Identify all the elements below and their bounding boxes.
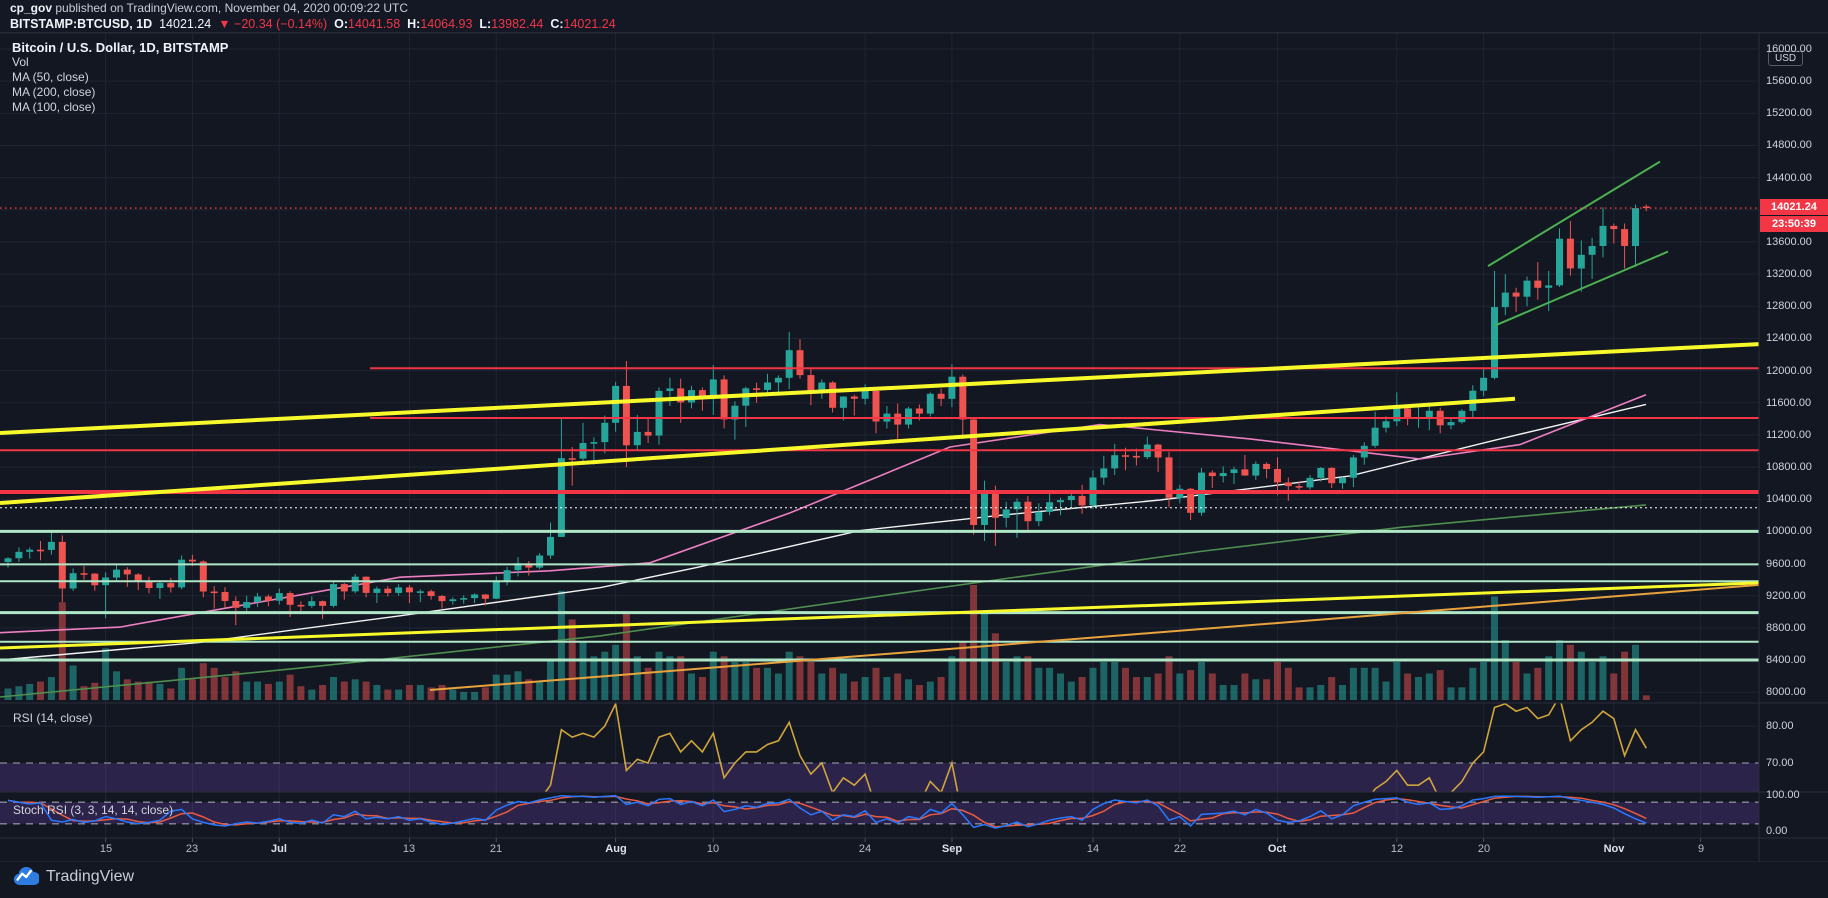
tradingview-wordmark: TradingView [46,868,135,885]
legend-title[interactable]: Bitcoin / U.S. Dollar, 1D, BITSTAMP [12,40,229,55]
price-tick: 11600.00 [1766,397,1812,409]
attribution-text: published on TradingView.com, November 0… [55,1,409,15]
rsi-tick: 80.00 [1766,720,1794,732]
legend-item-3[interactable]: MA (100, close) [12,100,96,114]
price-tick: 10400.00 [1766,493,1812,505]
tradingview-logo[interactable]: TradingView [12,867,134,887]
chart-legend[interactable]: Bitcoin / U.S. Dollar, 1D, BITSTAMP Vol M… [12,40,228,115]
time-tick-23: 23 [185,843,199,855]
time-tick-Sep: Sep [941,843,963,855]
direction-arrow-icon: ▼ [218,17,231,31]
open-label: O: [334,17,349,31]
stoch-tick: 0.00 [1766,825,1788,837]
stoch-pane [0,794,1759,829]
close-value: 14021.24 [563,17,616,31]
price-tick: 13600.00 [1766,236,1812,248]
price-tick: 8400.00 [1766,654,1806,666]
legend-item-0[interactable]: Vol [12,55,29,69]
time-tick-14: 14 [1086,843,1100,855]
price-tick: 16000.00 [1766,43,1812,55]
price-tick: 9600.00 [1766,558,1806,570]
price-tick: 15600.00 [1766,75,1812,87]
countdown-badge: 23:50:39 [1760,216,1828,232]
time-tick-13: 13 [402,843,416,855]
main-pane [0,160,1759,701]
rsi-pane [0,703,1759,792]
price-tick: 13200.00 [1766,268,1812,280]
symbol-title: BITSTAMP:BTCUSD, 1D [10,17,153,31]
ma-200-line [0,504,1647,698]
symbol-bar: BITSTAMP:BTCUSD, 1D 14021.24 ▼ −20.34 (−… [0,16,1828,33]
attribution-bar: cp_gov published on TradingView.com, Nov… [0,0,1828,16]
currency-badge: USD [1768,51,1804,66]
price-tick: 14800.00 [1766,139,1812,151]
rsi-line [544,703,1647,792]
high-label: H: [407,17,421,31]
price-badge: 14021.24 [1760,199,1828,215]
time-tick-Oct: Oct [1267,843,1287,855]
stoch-pane-label[interactable]: Stoch RSI (3, 3, 14, 14, close) [13,803,174,817]
stoch-k-line [7,794,1647,829]
time-tick-21: 21 [489,843,503,855]
author-name: cp_gov [10,1,53,15]
high-value: 14064.93 [420,17,473,31]
time-tick-20: 20 [1477,843,1491,855]
open-value: 14041.58 [348,17,401,31]
price-tick: 10800.00 [1766,461,1812,473]
time-tick-12: 12 [1390,843,1404,855]
time-tick-22: 22 [1173,843,1187,855]
stoch-tick: 100.00 [1766,789,1800,801]
rsi-pane-label[interactable]: RSI (14, close) [13,711,93,725]
price-tick: 12800.00 [1766,300,1812,312]
price-tick: 12400.00 [1766,332,1812,344]
time-tick-Nov: Nov [1603,843,1625,855]
price-tick: 15200.00 [1766,107,1812,119]
price-tick: 14400.00 [1766,172,1812,184]
legend-item-2[interactable]: MA (200, close) [12,85,96,99]
tradingview-cloud-icon [13,867,39,885]
price-axis[interactable]: USD 16000.00 15600.00 15200.00 14800.00 1440… [1760,33,1828,862]
time-axis[interactable]: 15 23 Jul 13 21 Aug 10 24 Sep 14 22 Oct 12 20 Nov 9 [0,840,1760,862]
rsi-tick: 70.00 [1766,757,1794,769]
price-tick: 9200.00 [1766,590,1806,602]
price-tick: 8000.00 [1766,686,1806,698]
time-tick-10: 10 [706,843,720,855]
price-tick: 8800.00 [1766,622,1806,634]
price-tick: 11200.00 [1766,429,1812,441]
low-label: L: [479,17,492,31]
price-tick: 10000.00 [1766,525,1812,537]
time-tick-Jul: Jul [271,843,287,855]
time-tick-15: 15 [99,843,113,855]
price-tick: 12000.00 [1766,365,1812,377]
close-label: C: [550,17,564,31]
stoch-d-line [7,795,1647,828]
time-tick-24: 24 [858,843,872,855]
low-value: 13982.44 [491,17,544,31]
last-price: 14021.24 [159,17,212,31]
legend-item-1[interactable]: MA (50, close) [12,70,89,84]
time-tick-9: 9 [1697,843,1705,855]
price-change: −20.34 (−0.14%) [234,17,328,31]
footer: TradingView [0,862,1828,898]
time-tick-Aug: Aug [605,843,627,855]
